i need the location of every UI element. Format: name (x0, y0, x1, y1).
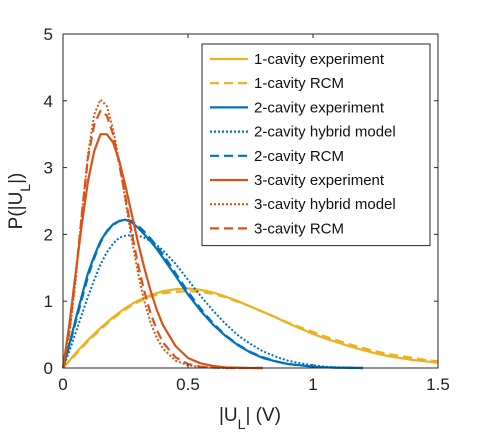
tick-layer: 0 0.5 1 1.5 0 1 2 3 4 5 (44, 25, 450, 394)
y-tick-label: 4 (44, 92, 53, 111)
legend-entry: 1-cavity RCM (254, 75, 344, 92)
legend-entry: 2-cavity RCM (254, 148, 344, 165)
legend-entry: 3-cavity RCM (254, 220, 344, 237)
legend: 1-cavity experiment 1-cavity RCM 2-cavity … (201, 43, 431, 247)
y-axis-label: P(|UL|) (6, 173, 33, 230)
x-axis-label: |UL| (V) (219, 405, 281, 432)
y-tick-label: 2 (44, 225, 53, 244)
y-tick-label: 1 (44, 292, 53, 311)
y-tick-label: 3 (44, 159, 53, 178)
legend-entry: 3-cavity hybrid model (254, 196, 396, 213)
legend-entry: 3-cavity experiment (254, 172, 385, 189)
series-line-6 (61, 133, 263, 370)
legend-box (201, 43, 431, 247)
x-tick-label: 0.5 (176, 375, 200, 394)
series-line-2 (62, 290, 439, 369)
legend-entry: 1-cavity experiment (254, 51, 385, 68)
series-line-5 (61, 218, 364, 370)
x-tick-label: 1.5 (426, 375, 450, 394)
x-tick-label: 0 (58, 375, 67, 394)
legend-entry: 2-cavity hybrid model (254, 124, 396, 141)
y-tick-label: 5 (44, 25, 53, 44)
y-tick-label: 0 (44, 359, 53, 378)
x-tick-label: 1 (308, 375, 317, 394)
legend-entry: 2-cavity experiment (254, 99, 385, 116)
series-line-4 (62, 234, 364, 369)
axes-box (62, 33, 439, 369)
